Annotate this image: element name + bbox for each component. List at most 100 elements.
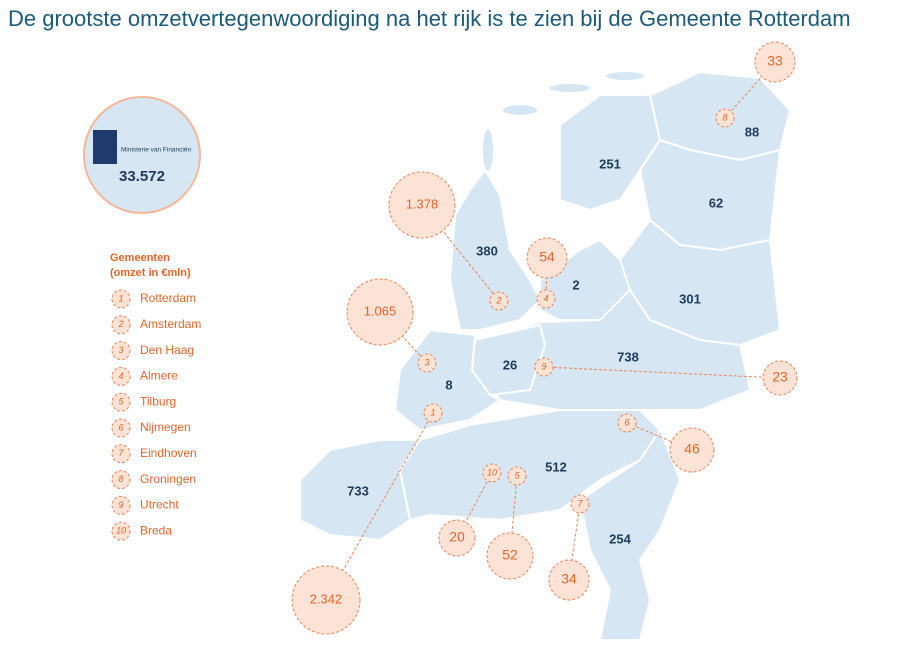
city-marker (570, 494, 590, 514)
value-bubble (754, 41, 796, 83)
value-bubble (486, 532, 534, 580)
legend-number: 8 (118, 474, 123, 484)
city-marker (534, 357, 554, 377)
province-value: 251 (599, 156, 621, 171)
city-number: 6 (624, 417, 629, 427)
leader-line (568, 503, 581, 581)
legend-name: Groningen (140, 472, 196, 486)
legend-number: 6 (118, 422, 123, 432)
city-marker (417, 353, 437, 373)
value-bubble (669, 427, 715, 473)
legend-marker (111, 315, 131, 335)
legend-name: Breda (140, 523, 172, 537)
legend-marker (111, 495, 131, 515)
value-bubble (388, 171, 456, 239)
municipality-value: 52 (502, 547, 518, 563)
value-bubble (291, 565, 361, 635)
municipality-value: 2.342 (310, 591, 343, 606)
ministry-total: 33.572 (119, 168, 165, 185)
city-number: 7 (577, 498, 583, 508)
island (547, 82, 593, 94)
legend-title: Gemeenten (110, 252, 170, 264)
city-marker (423, 403, 443, 423)
city-number: 9 (541, 361, 546, 371)
province-value: 738 (617, 349, 639, 364)
legend-number: 10 (116, 526, 126, 536)
value-bubble (762, 360, 798, 396)
province-value: 62 (709, 195, 723, 210)
province-value: 88 (745, 124, 759, 139)
city-number: 4 (543, 293, 548, 303)
city-number: 8 (722, 112, 727, 122)
municipality-value: 23 (772, 369, 788, 385)
title: De grootste omzetvertegenwoordiging na h… (8, 6, 851, 31)
legend-name: Utrecht (140, 498, 179, 512)
province (393, 328, 502, 432)
legend-number: 1 (118, 293, 123, 303)
legend-marker (111, 392, 131, 412)
legend-number: 9 (118, 500, 123, 510)
province-value: 380 (476, 243, 498, 258)
legend-marker (111, 366, 131, 386)
legend-name: Nijmegen (140, 420, 191, 434)
value-bubble (438, 519, 476, 557)
legend-name: Amsterdam (140, 317, 201, 331)
province-value: 301 (679, 291, 701, 306)
city-number: 3 (424, 357, 429, 367)
value-bubble (526, 237, 568, 279)
legend-marker (111, 289, 131, 309)
city-marker (482, 463, 502, 483)
municipality-value: 20 (449, 529, 465, 545)
legend-number: 2 (117, 319, 123, 329)
island (481, 127, 495, 173)
legend-number: 7 (118, 448, 124, 458)
province-value: 2 (572, 277, 579, 292)
legend-name: Den Haag (140, 343, 194, 357)
province-value: 254 (609, 531, 631, 546)
leader-line (325, 412, 434, 601)
province (448, 168, 542, 331)
province-value: 512 (545, 459, 567, 474)
legend-subtitle: (omzet in €mln) (110, 267, 191, 279)
legend-marker (111, 521, 131, 541)
city-marker (536, 289, 556, 309)
city-number: 2 (495, 295, 501, 305)
city-marker (715, 108, 735, 128)
province (478, 288, 752, 411)
ministry-badge: Ministerie van Financiën 33.572 (83, 96, 201, 214)
legend-number: 4 (118, 371, 123, 381)
value-bubble (548, 559, 590, 601)
legend-marker (111, 418, 131, 438)
island (604, 70, 646, 82)
badge-circle (83, 96, 201, 214)
island (501, 103, 539, 117)
ministry-label: Ministerie van Financiën (121, 147, 191, 154)
legend-marker (111, 470, 131, 490)
province-value: 26 (503, 357, 517, 372)
logo (93, 130, 117, 164)
municipality-value: 34 (561, 571, 577, 587)
municipality-value: 46 (684, 441, 700, 457)
leader-line (626, 422, 693, 451)
province-value: 733 (347, 483, 369, 498)
city-number: 10 (487, 467, 497, 477)
legend-number: 3 (118, 345, 123, 355)
municipality-value: 1.378 (406, 196, 439, 211)
legend-name: Almere (140, 369, 178, 383)
leader-line (543, 366, 781, 379)
city-number: 1 (430, 407, 435, 417)
province-value: 8 (445, 377, 452, 392)
legend-name: Eindhoven (140, 446, 197, 460)
province (559, 94, 662, 212)
city-marker (617, 413, 637, 433)
legend-marker (111, 444, 131, 464)
municipality-value: 1.065 (364, 303, 397, 318)
legend-name: Rotterdam (140, 291, 196, 305)
municipality-value: 54 (539, 249, 555, 265)
legend-marker (111, 341, 131, 361)
map (299, 70, 792, 641)
city-number: 5 (514, 470, 520, 480)
city-marker (489, 291, 509, 311)
municipality-value: 33 (767, 53, 783, 69)
value-bubble (346, 278, 414, 346)
